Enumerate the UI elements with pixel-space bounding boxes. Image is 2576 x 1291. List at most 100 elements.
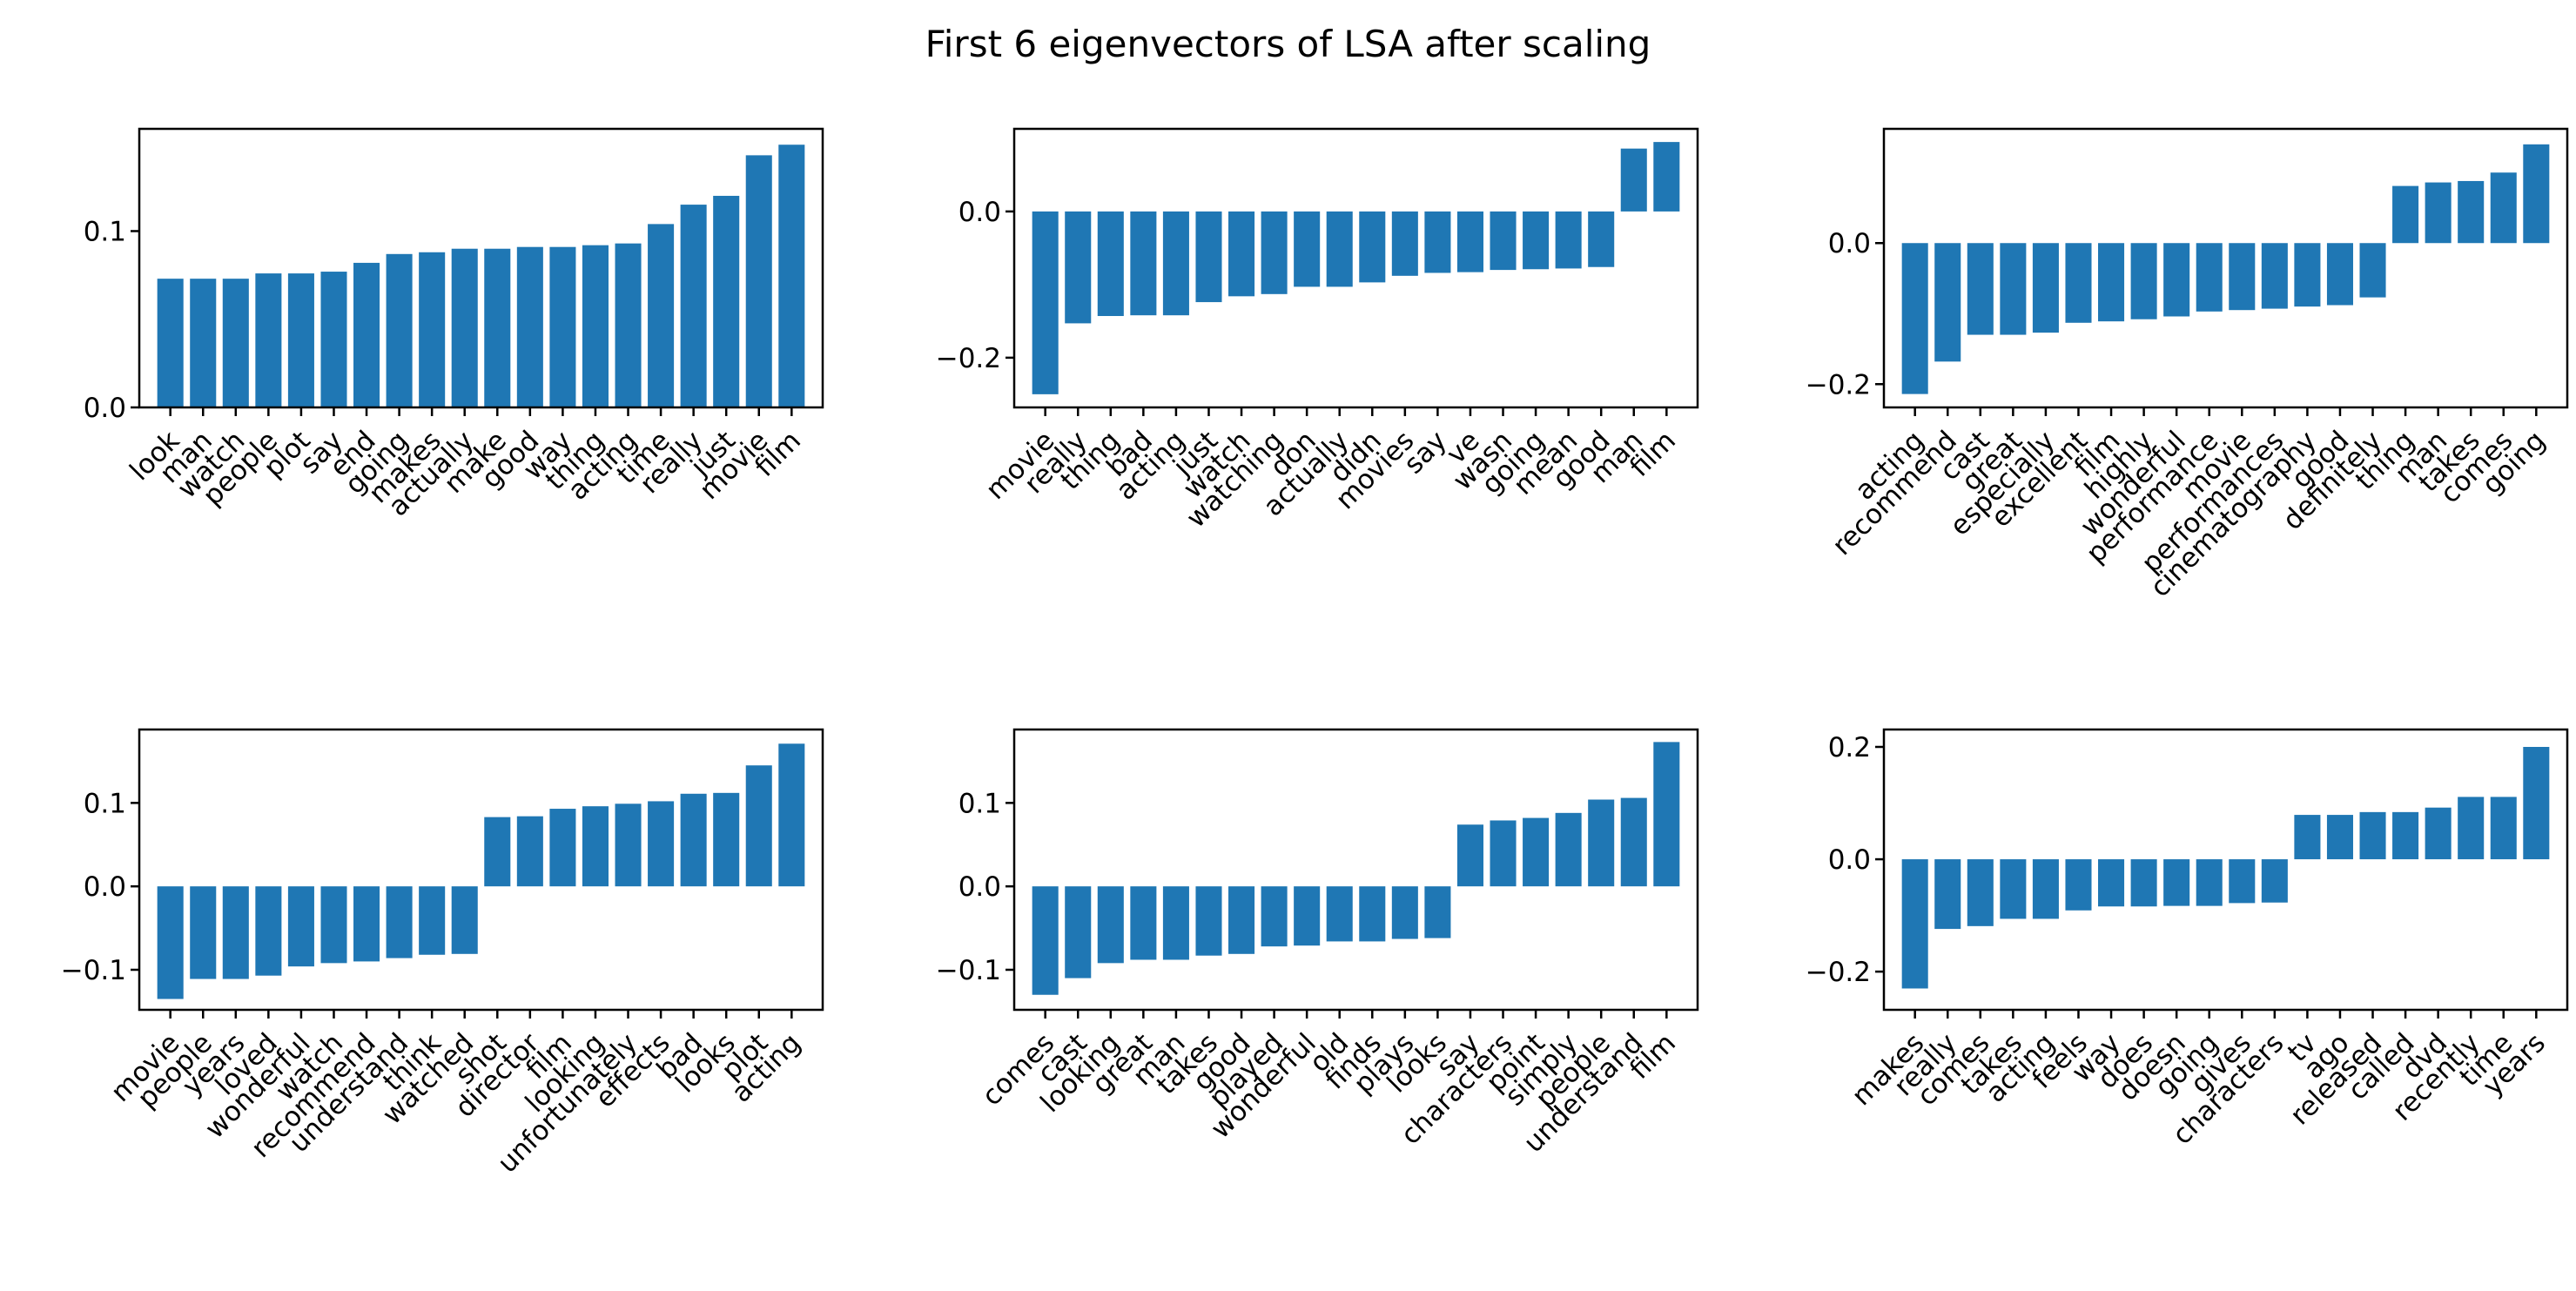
bar-years — [2523, 747, 2550, 860]
bar-actually — [451, 248, 478, 407]
bar-watch — [320, 886, 347, 964]
bar-film — [549, 809, 576, 887]
bar-film — [778, 145, 805, 408]
y-tick-label: 0.0 — [84, 871, 126, 903]
bar-looks — [713, 792, 740, 887]
bar-thing — [2392, 185, 2419, 244]
bar-acting — [615, 243, 642, 407]
bar-don — [1294, 211, 1321, 287]
bar-good — [1588, 211, 1615, 267]
bar-recommend — [1934, 243, 1961, 362]
y-tick-label: −0.2 — [1806, 957, 1871, 988]
bar-great — [1130, 886, 1157, 960]
bar-say — [1424, 211, 1451, 273]
bar-film — [2098, 243, 2125, 322]
y-tick-label: 0.2 — [1828, 732, 1871, 763]
bar-say — [320, 272, 347, 407]
bar-mean — [1555, 211, 1582, 269]
bar-understand — [1620, 797, 1647, 887]
bar-recently — [2458, 797, 2485, 860]
bar-people — [1588, 799, 1615, 887]
bar-definitely — [2359, 243, 2386, 298]
bar-performances — [2261, 243, 2288, 309]
bar-wonderful — [1294, 886, 1321, 946]
bar-comes — [1032, 886, 1059, 995]
bar-highly — [2130, 243, 2157, 319]
bar-wasn — [1490, 211, 1517, 271]
bar-takes — [2000, 859, 2027, 919]
bar-plot — [745, 765, 772, 887]
subplot-bottom-middle: comescastlookinggreatmantakesgoodplayedw… — [936, 728, 1699, 1159]
subplot-bottom-left: moviepeopleyearslovedwonderfulwatchrecom… — [61, 728, 824, 1180]
bar-man — [2425, 182, 2452, 244]
bar-looking — [1097, 886, 1124, 964]
bar-time — [648, 224, 675, 407]
bar-unfortunately — [615, 804, 642, 887]
bar-way — [549, 246, 576, 407]
bar-years — [222, 886, 249, 979]
bar-looking — [582, 806, 609, 887]
bar-watch — [222, 279, 249, 407]
y-tick-label: 0.0 — [84, 393, 126, 424]
bar-old — [1326, 886, 1353, 942]
bar-takes — [2458, 180, 2485, 244]
bar-does — [2130, 859, 2157, 907]
y-tick-label: −0.1 — [936, 955, 1001, 986]
bar-wonderful — [2163, 243, 2190, 317]
bar-say — [1456, 824, 1483, 887]
bar-film — [1653, 742, 1680, 887]
y-tick-label: −0.2 — [1806, 369, 1871, 400]
bar-actually — [1326, 211, 1353, 287]
bar-just — [713, 195, 740, 407]
bar-plays — [1391, 886, 1418, 939]
bar-cast — [1967, 243, 1994, 335]
bar-characters — [1490, 820, 1517, 887]
axes-frame — [138, 728, 824, 1012]
bar-loved — [255, 886, 282, 976]
bar-really — [1934, 859, 1961, 930]
bar-people — [190, 886, 217, 979]
bar-acting — [1162, 211, 1189, 316]
bar-simply — [1555, 812, 1582, 887]
bar-thing — [1097, 211, 1124, 317]
bar-released — [2359, 811, 2386, 860]
bar-effects — [648, 801, 675, 887]
figure-title: First 6 eigenvectors of LSA after scalin… — [925, 23, 1651, 65]
bar-tv — [2294, 815, 2321, 860]
bar-good — [516, 246, 543, 407]
y-tick-label: 0.0 — [1828, 228, 1871, 259]
bar-excellent — [2065, 243, 2092, 323]
axes-frame — [138, 127, 824, 409]
y-tick-label: 0.0 — [958, 197, 1001, 228]
bar-acting — [778, 743, 805, 887]
y-tick-label: −0.1 — [61, 955, 126, 986]
bar-really — [680, 205, 707, 407]
y-tick-label: 0.0 — [1828, 844, 1871, 876]
bar-good — [1228, 886, 1255, 954]
bar-watching — [1261, 211, 1288, 294]
bar-makes — [419, 252, 446, 407]
bar-bad — [680, 793, 707, 887]
bar-performance — [2196, 243, 2223, 312]
bar-movies — [1391, 211, 1418, 276]
bar-going — [2196, 859, 2223, 906]
y-tick-label: 0.1 — [84, 216, 126, 247]
bar-just — [1195, 211, 1222, 303]
bar-look — [157, 279, 184, 407]
bar-dvd — [2425, 807, 2452, 860]
bar-think — [419, 886, 446, 955]
y-tick-label: 0.1 — [958, 788, 1001, 819]
bar-comes — [2490, 172, 2517, 244]
bar-really — [1065, 211, 1092, 324]
y-tick-label: 0.1 — [84, 788, 126, 819]
bar-going — [1523, 211, 1550, 270]
bar-looks — [1424, 886, 1451, 938]
bar-wonderful — [287, 886, 314, 967]
bar-end — [353, 262, 380, 407]
bar-didn — [1359, 211, 1386, 283]
bar-movie — [1032, 211, 1059, 394]
bar-acting — [1901, 243, 1928, 394]
bar-make — [484, 248, 511, 407]
bar-characters — [2261, 859, 2288, 903]
bar-played — [1261, 886, 1288, 947]
